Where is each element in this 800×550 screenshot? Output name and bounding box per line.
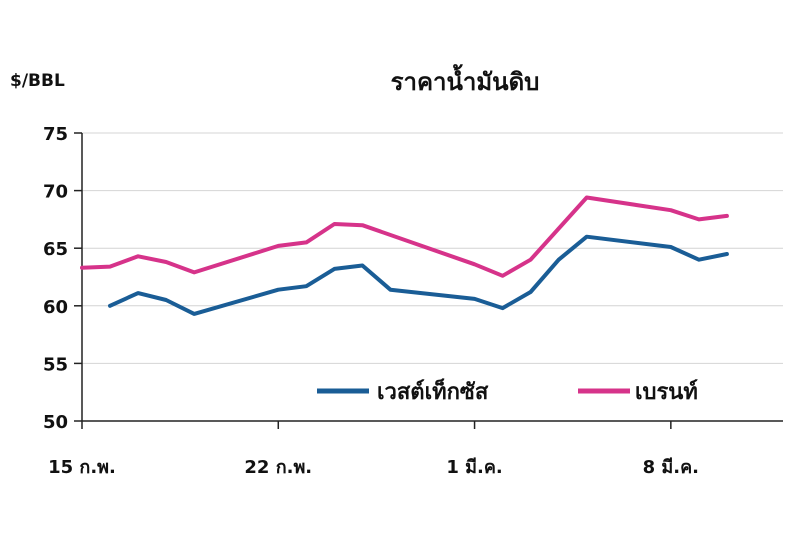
legend: เวสต์เท็กซัส เบรนท์ xyxy=(317,377,698,405)
legend-label-wti: เวสต์เท็กซัส xyxy=(377,377,489,405)
y-tick-label: 65 xyxy=(43,239,68,260)
x-tick-label: 1 มี.ค. xyxy=(446,457,502,478)
y-tick-label: 55 xyxy=(43,354,68,375)
x-tick-label: 8 มี.ค. xyxy=(643,457,699,478)
y-tick-label: 60 xyxy=(43,297,68,318)
y-tick-label: 75 xyxy=(43,124,68,145)
chart-title: ราคาน้ำมันดิบ xyxy=(391,63,540,96)
series-line-brent xyxy=(80,195,729,278)
x-tick-label: 22 ก.พ. xyxy=(244,457,312,478)
legend-label-brent: เบรนท์ xyxy=(635,379,698,405)
series-layer xyxy=(80,195,729,316)
y-tick-label: 70 xyxy=(43,182,68,203)
series-line-wti xyxy=(108,234,729,316)
y-axis-unit-label: $/BBL xyxy=(10,71,65,91)
x-tick-label: 15 ก.พ. xyxy=(48,457,116,478)
y-tick-label: 50 xyxy=(43,412,68,433)
axis-layer: 50 55 60 65 70 75 15 ก.พ. 22 ก.พ. 1 มี.ค. 8 มี.ค. xyxy=(43,124,783,478)
